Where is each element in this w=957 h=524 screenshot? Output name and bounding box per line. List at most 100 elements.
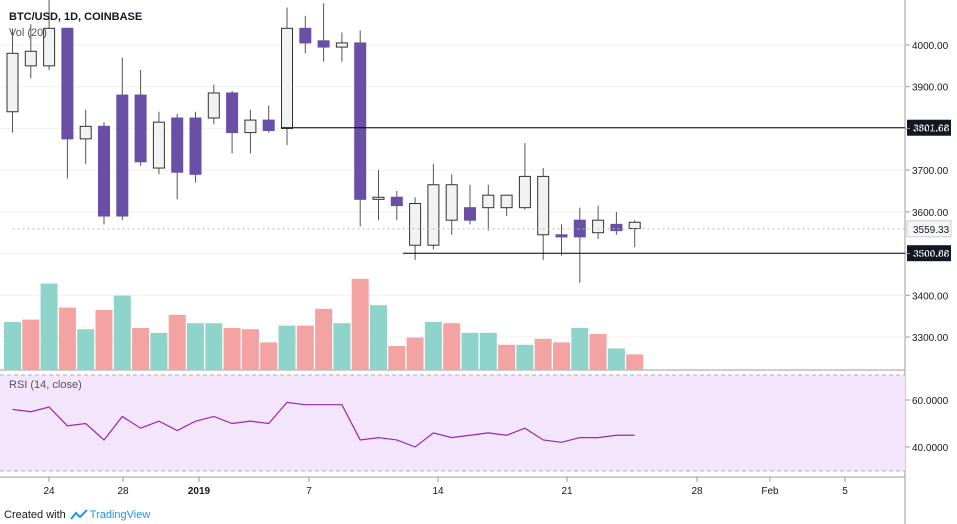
- volume-bar: [370, 305, 387, 370]
- level-price-tag: [907, 245, 951, 262]
- candle-body: [372, 196, 385, 200]
- candle-body: [409, 203, 422, 246]
- candle-body: [628, 221, 641, 230]
- candle-body: [189, 117, 202, 175]
- volume-bar: [461, 332, 479, 370]
- y-tick-label: 3400.00: [912, 291, 949, 302]
- volume-bar: [534, 338, 552, 370]
- candle-body: [262, 119, 275, 132]
- candle-body: [299, 27, 312, 44]
- tradingview-logo-icon: [69, 509, 88, 520]
- candle-body: [171, 117, 184, 173]
- y-tick-label: 3500.00: [912, 250, 949, 261]
- volume-bar: [498, 344, 516, 370]
- candle-body: [555, 234, 568, 238]
- volume-bar: [516, 344, 534, 370]
- candle-body: [390, 196, 403, 207]
- volume-bar: [4, 322, 21, 370]
- volume-bar: [278, 325, 296, 370]
- candle-body: [98, 125, 110, 217]
- rsi-tick-label: 40.0000: [912, 443, 949, 454]
- candle-body: [207, 92, 220, 119]
- volume-bar: [388, 346, 406, 370]
- x-tick-label: 5: [842, 486, 848, 497]
- level-price-label: 3801.68: [913, 124, 950, 135]
- y-tick-label: 3600.00: [912, 208, 949, 219]
- rsi-line: [12, 401, 635, 448]
- y-tick-label: 3800.00: [912, 124, 949, 135]
- candle-body: [43, 27, 56, 67]
- candle-body: [537, 175, 550, 236]
- footer: Created with TradingView: [4, 506, 150, 524]
- volume-bar: [58, 307, 76, 370]
- y-tick-label: 3700.00: [912, 166, 949, 177]
- candle-body: [79, 125, 92, 140]
- volume-bar: [22, 319, 40, 370]
- volume-bar: [607, 348, 625, 370]
- x-tick-label: 2019: [188, 486, 211, 497]
- level-price-label: 3500.88: [913, 249, 950, 260]
- rsi-background: [0, 375, 905, 471]
- candle-body: [500, 194, 513, 209]
- volume-bar: [132, 328, 150, 370]
- y-tick-label: 4000.00: [912, 41, 949, 52]
- volume-bar: [296, 325, 314, 370]
- x-tick-label: 14: [432, 486, 444, 497]
- volume-bar: [223, 328, 241, 370]
- volume-bar: [113, 295, 131, 370]
- candle-body: [445, 184, 458, 221]
- candle-body: [226, 92, 239, 134]
- volume-label: Vol (20): [9, 27, 47, 39]
- volume-bar: [205, 323, 223, 370]
- volume-bar: [479, 332, 497, 370]
- candle-body: [482, 194, 495, 209]
- y-tick-label: 3300.00: [912, 333, 949, 344]
- candle-body: [335, 42, 348, 48]
- last-price-tag: [906, 220, 952, 238]
- volume-bar: [77, 329, 95, 370]
- symbol-title: BTC/USD, 1D, COINBASE: [9, 11, 142, 23]
- candle-body: [518, 175, 531, 209]
- volume-bar: [424, 322, 442, 370]
- candle-body: [354, 42, 367, 200]
- volume-bar: [589, 334, 607, 370]
- volume-bar: [351, 278, 369, 370]
- last-price-label: 3559.33: [913, 225, 950, 236]
- candle-body: [116, 94, 129, 217]
- x-tick-label: 28: [117, 486, 129, 497]
- candle-body: [281, 27, 293, 129]
- candle-body: [317, 40, 330, 48]
- volume-bar: [168, 314, 186, 370]
- candle-body: [592, 219, 605, 234]
- created-with-text: Created with: [4, 509, 66, 521]
- candle-body: [134, 94, 147, 163]
- y-tick-label: 3900.00: [912, 83, 949, 94]
- volume-bar: [241, 329, 259, 370]
- x-tick-label: Feb: [761, 486, 779, 497]
- candle-body: [464, 207, 476, 221]
- volume-bar: [333, 323, 351, 370]
- candle-body: [61, 27, 74, 140]
- x-tick-label: 21: [561, 486, 573, 497]
- volume-bar: [406, 337, 424, 370]
- volume-bar: [187, 323, 204, 370]
- x-tick-label: 28: [691, 486, 703, 497]
- x-tick-label: 7: [306, 486, 312, 497]
- rsi-tick-label: 60.0000: [912, 396, 949, 407]
- candle-body: [427, 184, 440, 246]
- volume-bar: [315, 308, 333, 370]
- candle-body: [24, 50, 37, 67]
- volume-bar: [626, 354, 644, 370]
- rsi-label: RSI (14, close): [9, 379, 82, 391]
- volume-bar: [150, 332, 168, 370]
- candle-body: [610, 223, 623, 232]
- tradingview-brand[interactable]: TradingView: [89, 509, 151, 521]
- volume-bar: [40, 283, 58, 370]
- candle-body: [244, 119, 257, 134]
- volume-bar: [95, 310, 113, 370]
- volume-bar: [571, 328, 589, 370]
- candle-body: [6, 52, 19, 113]
- level-price-tag: [907, 119, 951, 136]
- volume-bar: [443, 323, 461, 370]
